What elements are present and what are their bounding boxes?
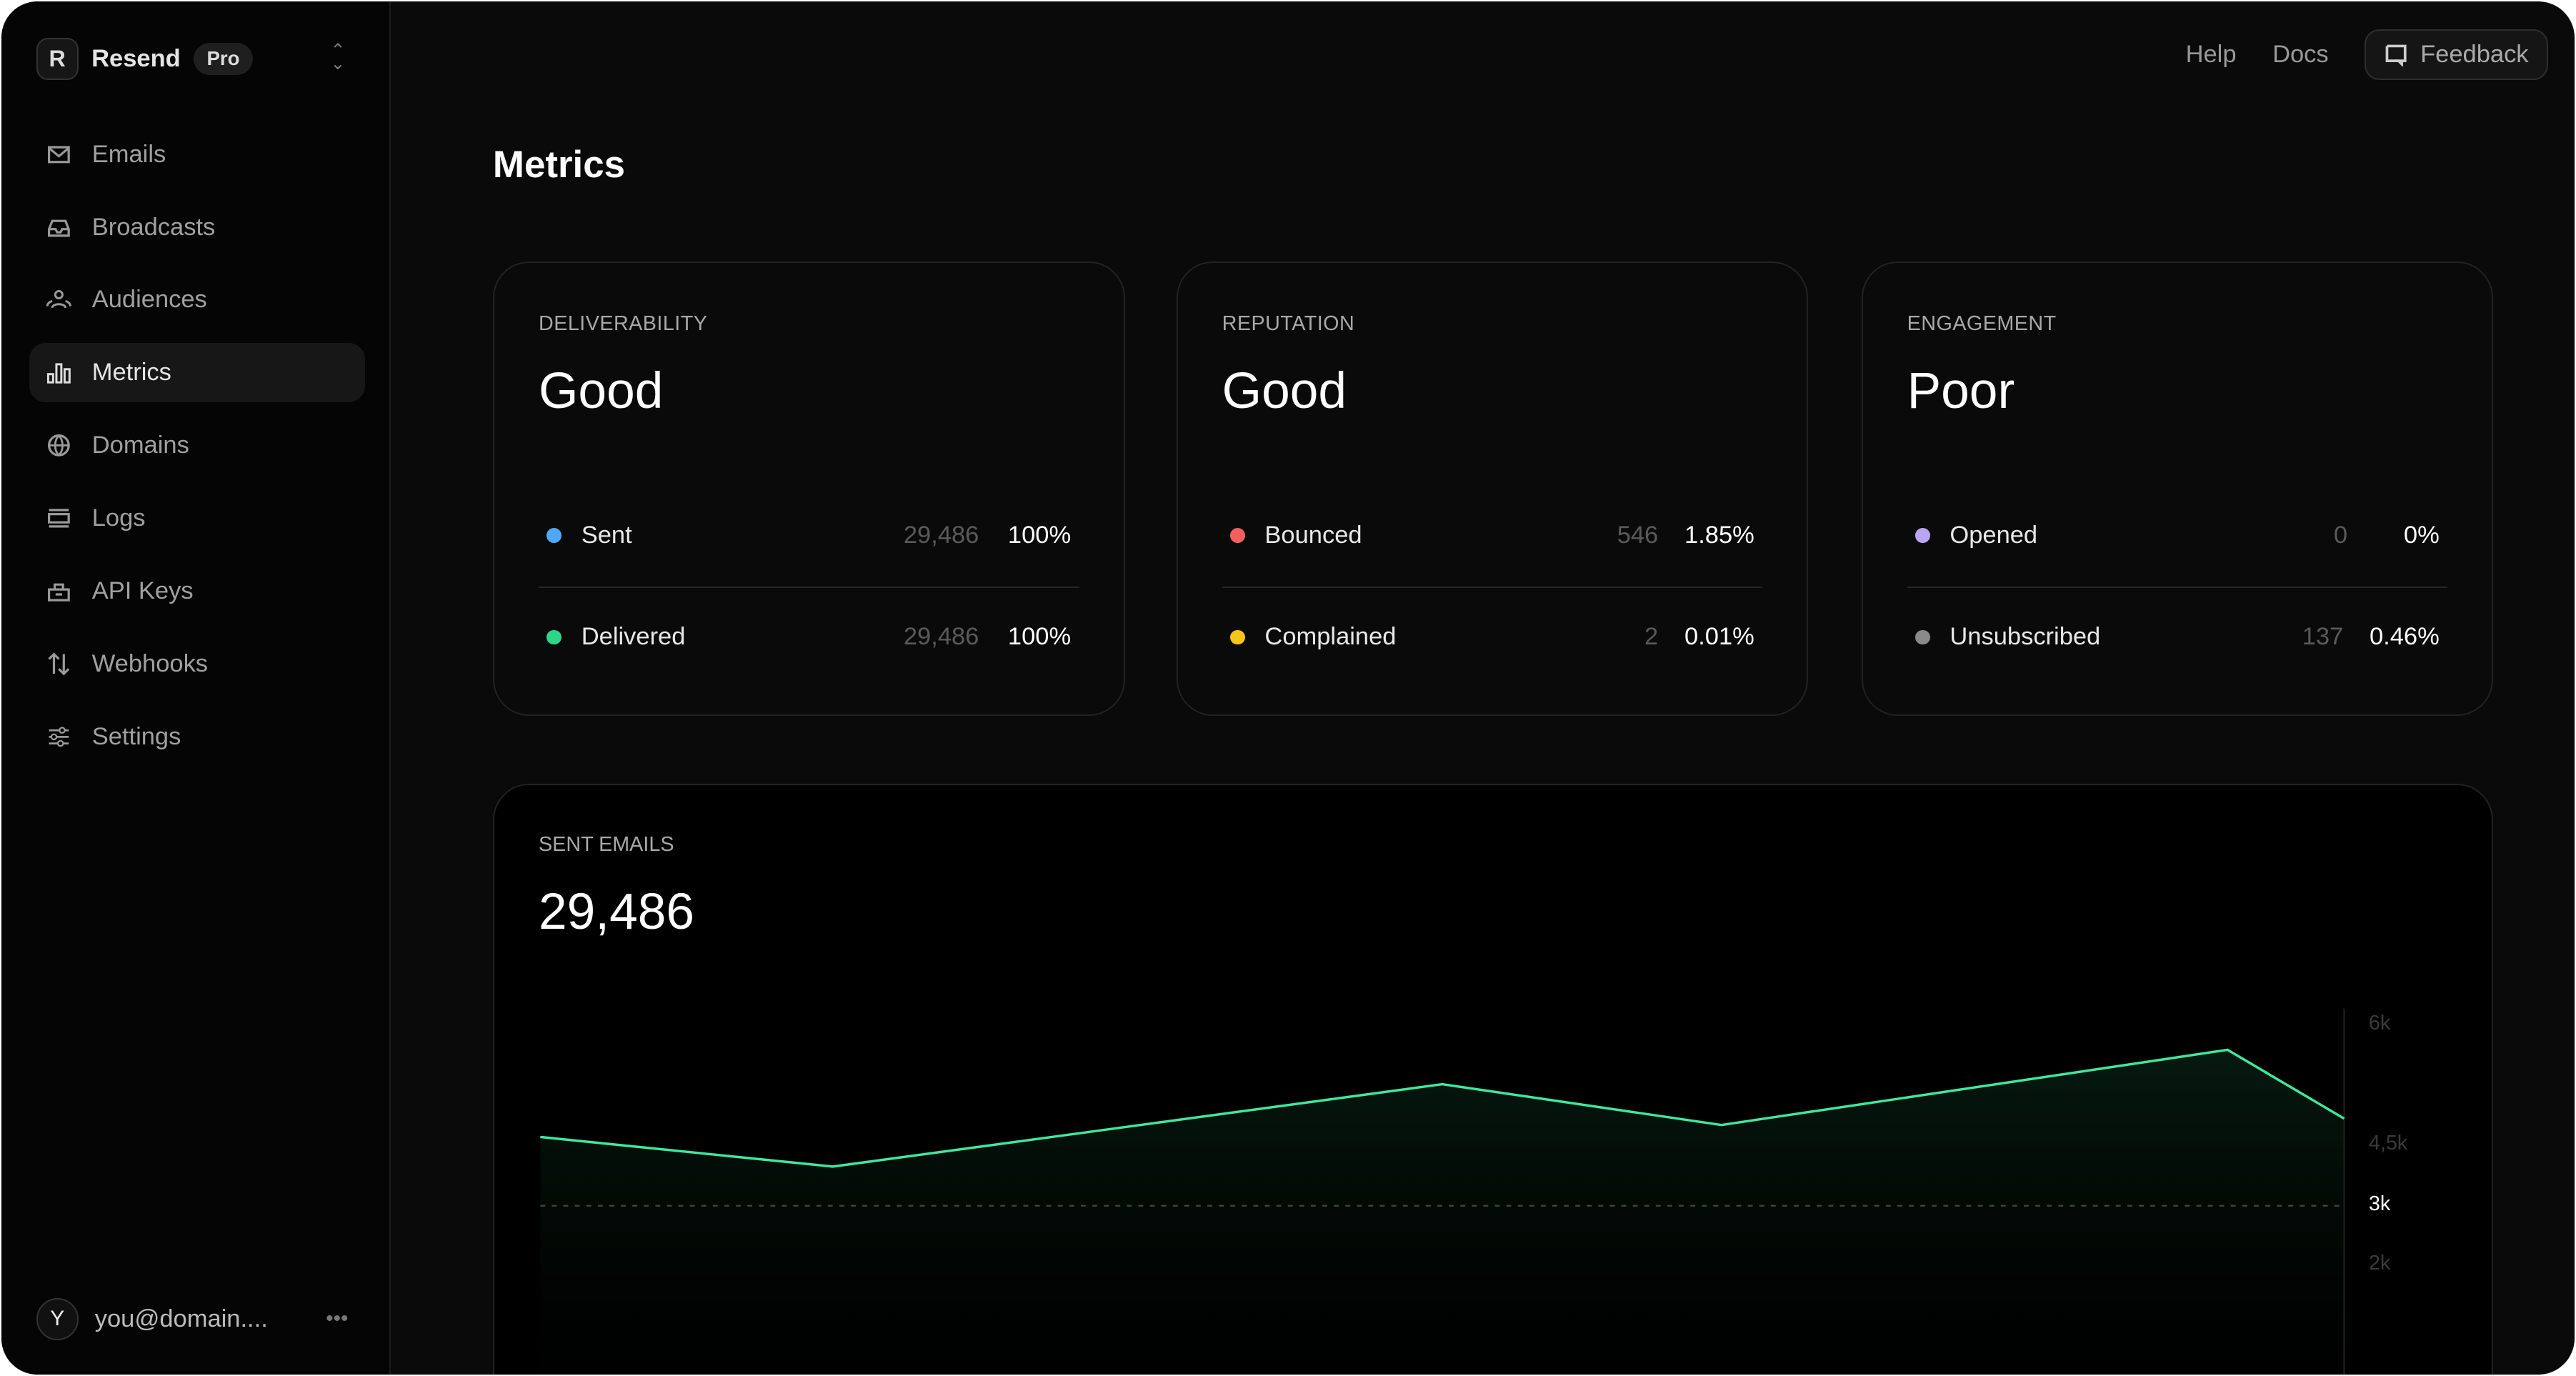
sidebar-item-emails[interactable]: Emails [29,125,364,184]
metric-name: Opened [1950,521,2038,549]
card-label: ENGAGEMENT [1907,311,2057,335]
metric-count: 29,486 [903,521,979,549]
sidebar-item-label: Broadcasts [91,213,216,241]
status-dot [1230,629,1245,645]
sidebar-item-logs[interactable]: Logs [29,489,364,548]
card-label: REPUTATION [1222,311,1355,335]
team-switcher[interactable]: R Resend Pro [36,37,253,81]
status-dot [546,629,562,645]
card-label: DELIVERABILITY [538,311,708,335]
metric-name: Bounced [1264,521,1362,549]
sidebar-item-domains[interactable]: Domains [29,416,364,475]
metric-name: Delivered [581,623,686,651]
brand-name: Resend [91,44,181,72]
more-icon[interactable]: ••• [326,1307,349,1331]
logs-icon [46,505,72,532]
metric-name: Complained [1264,623,1397,651]
metric-card-deliverability: DELIVERABILITY Good Sent 29,486 100% Delivere… [492,261,1125,717]
user-email: you@domain.... [94,1305,268,1332]
sidebar-item-label: Domains [91,432,189,459]
metric-count: 0 [2333,521,2347,549]
sent-emails-total: 29,486 [538,882,695,940]
sidebar-item-audiences[interactable]: Audiences [29,270,364,329]
metric-card-reputation: REPUTATION Good Bounced 546 1.85% Complained 2… [1176,261,1809,717]
status-dot [1230,528,1245,543]
metric-percent: 100% [1007,521,1072,549]
arrows-up-down-icon [46,651,72,677]
feedback-button[interactable]: Feedback [2365,29,2548,80]
metric-percent: 100% [1007,623,1072,651]
area-fill [540,1050,2345,1375]
metric-percent: 0% [2403,521,2440,549]
sidebar-nav: Emails Broadcasts Audiences Metrics Domains L… [29,125,365,780]
sidebar-item-webhooks[interactable]: Webhooks [29,634,364,694]
help-link[interactable]: Help [2185,41,2237,69]
top-nav: Help Docs Feedback [2186,29,2548,80]
sidebar-item-label: API Keys [91,577,194,604]
metric-percent: 0.01% [1684,623,1754,651]
sidebar-item-metrics[interactable]: Metrics [29,343,365,403]
metric-count: 29,486 [903,623,979,651]
sent-emails-chart [540,1008,2345,1375]
card-status: Good [538,362,664,419]
metric-row: Bounced 546 1.85% [1222,511,1763,560]
resend-logo: R [36,37,79,81]
status-dot [1915,528,1930,543]
sidebar: R Resend Pro ⌃ ⌄ Emails Broadcasts Audience… [1,1,391,1375]
page-title: Metrics [492,144,626,186]
metric-percent: 1.85% [1684,521,1754,549]
chevron-up-down-icon[interactable]: ⌃ ⌄ [330,41,346,74]
sent-emails-card: SENT EMAILS 29,486 6k 4,5k 3k 2k [492,783,2494,1375]
status-dot [1915,629,1930,645]
message-square-icon [2385,44,2407,66]
metric-row: Complained 2 0.01% [1222,612,1763,662]
avatar: Y [36,1297,79,1340]
metric-name: Sent [581,521,632,549]
metric-count: 546 [1617,521,1659,549]
inbox-icon [46,214,72,241]
metric-percent: 0.46% [2369,623,2440,651]
sidebar-item-api-keys[interactable]: API Keys [29,562,364,621]
sidebar-item-label: Audiences [91,286,207,314]
sidebar-item-settings[interactable]: Settings [29,707,364,767]
globe-icon [46,432,72,459]
sent-emails-label: SENT EMAILS [538,832,674,856]
metric-row: Delivered 29,486 100% [539,612,1079,662]
mail-icon [46,141,72,168]
sliders-icon [46,724,72,750]
metric-card-engagement: ENGAGEMENT Poor Opened 0 0% Unsubscribed 137 0.… [1861,261,2494,717]
sidebar-item-label: Metrics [91,359,171,387]
docs-link[interactable]: Docs [2272,41,2329,69]
sidebar-item-label: Webhooks [91,649,209,677]
feedback-label: Feedback [2420,41,2529,69]
y-tick-label: 6k [2368,1012,2391,1035]
sidebar-item-broadcasts[interactable]: Broadcasts [29,198,364,257]
divider [538,586,1079,588]
metric-row: Unsubscribed 137 0.46% [1907,612,2448,662]
bar-chart-icon [46,359,72,386]
sidebar-item-label: Emails [91,140,166,168]
card-status: Good [1222,362,1347,419]
metric-row: Sent 29,486 100% [539,511,1079,560]
divider [1222,586,1763,588]
sent-emails-line [540,1048,2345,1168]
card-status: Poor [1907,362,2015,419]
y-tick-label: 2k [2368,1252,2391,1275]
sidebar-item-label: Logs [91,504,146,532]
metric-row: Opened 0 0% [1907,511,2448,560]
lock-icon [46,578,72,604]
y-tick-label: 3k [2368,1192,2391,1216]
metric-name: Unsubscribed [1950,623,2101,651]
users-icon [46,286,72,313]
status-dot [546,528,562,543]
y-tick-label: 4,5k [2368,1132,2408,1155]
sidebar-item-label: Settings [91,722,181,750]
user-menu[interactable]: Y you@domain.... ••• [36,1297,349,1340]
metric-count: 2 [1644,623,1659,651]
divider [1907,586,2448,588]
metric-count: 137 [2302,623,2344,651]
plan-badge: Pro [194,42,253,76]
